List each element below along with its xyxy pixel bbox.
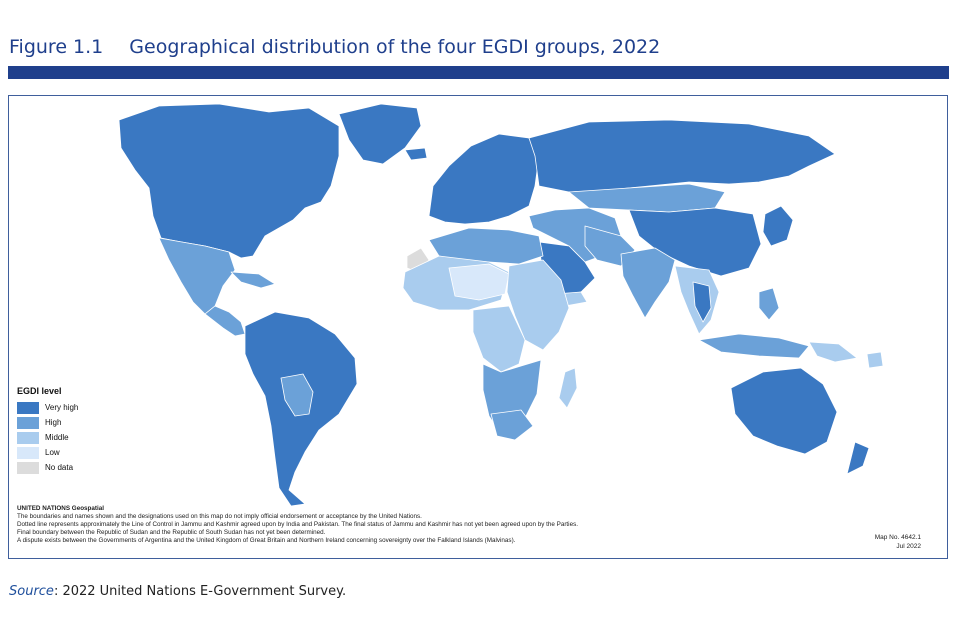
legend-item-low: Low: [17, 445, 78, 460]
disclaimer-line: Final boundary between the Republic of S…: [17, 529, 326, 536]
legend-label: Very high: [45, 403, 79, 412]
region-iceland: [404, 147, 428, 161]
region-madagascar: [558, 367, 578, 409]
region-bolivia-paraguay: [280, 373, 314, 417]
region-philippines: [758, 287, 780, 321]
region-central-africa: [472, 305, 526, 373]
region-caribbean: [230, 271, 276, 289]
map-number-block: Map No. 4642.1 Jul 2022: [861, 533, 921, 551]
legend-item-middle: Middle: [17, 430, 78, 445]
legend-swatch: [17, 461, 39, 474]
title-rule-bar: [8, 66, 949, 79]
legend-item-high: High: [17, 415, 78, 430]
legend-swatch: [17, 416, 39, 429]
legend-item-no-data: No data: [17, 460, 78, 475]
region-europe: [428, 133, 540, 225]
legend-label: Middle: [45, 433, 69, 442]
region-indonesia: [698, 333, 810, 359]
world-map: [118, 103, 884, 507]
legend-swatch: [17, 401, 39, 414]
legend-label: High: [45, 418, 62, 427]
figure-title: Figure 1.1 Geographical distribution of t…: [9, 36, 660, 58]
legend-swatch: [17, 431, 39, 444]
legend-label: No data: [45, 463, 74, 472]
region-central-america: [204, 305, 246, 337]
map-disclaimer: UNITED NATIONS Geospatial The boundaries…: [17, 505, 737, 545]
disclaimer-line: Dotted line represents approximately the…: [17, 521, 578, 528]
region-greenland: [338, 103, 422, 165]
map-number: Map No. 4642.1: [874, 534, 921, 541]
region-pacific-islands: [866, 351, 884, 369]
region-india: [620, 247, 676, 319]
region-east-africa: [506, 259, 570, 351]
region-south-africa: [490, 409, 534, 441]
region-papua: [808, 341, 858, 363]
region-thailand-malaysia: [692, 281, 712, 323]
region-sahel: [448, 263, 510, 301]
legend-item-very-high: Very high: [17, 400, 78, 415]
disclaimer-heading: UNITED NATIONS Geospatial: [17, 505, 105, 512]
region-russia: [528, 119, 836, 193]
region-north-america: [118, 103, 340, 259]
region-korea-japan: [762, 205, 794, 247]
region-new-zealand: [846, 441, 870, 475]
source-label: Source: [9, 584, 54, 599]
figure-number: Figure 1.1: [9, 36, 104, 58]
disclaimer-line: A dispute exists between the Governments…: [17, 537, 516, 544]
legend-label: Low: [45, 448, 60, 457]
source-note: Source: 2022 United Nations E-Government…: [9, 584, 346, 599]
legend-swatch: [17, 446, 39, 459]
map-legend: EGDI level Very high High Middle Low No …: [17, 386, 78, 475]
map-frame: EGDI level Very high High Middle Low No …: [8, 95, 948, 559]
disclaimer-line: The boundaries and names shown and the d…: [17, 513, 422, 520]
region-australia: [730, 367, 838, 455]
source-text: : 2022 United Nations E-Government Surve…: [53, 584, 347, 599]
legend-title: EGDI level: [17, 386, 62, 396]
region-china: [628, 207, 762, 277]
figure-title-text: Geographical distribution of the four EG…: [129, 36, 661, 58]
map-date: Jul 2022: [896, 543, 921, 550]
